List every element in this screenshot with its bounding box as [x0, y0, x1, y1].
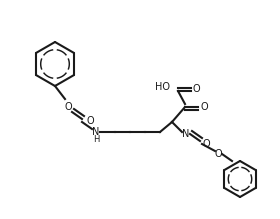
Text: N: N — [92, 127, 100, 137]
Text: H: H — [93, 134, 99, 143]
Text: O: O — [64, 102, 72, 112]
Text: N: N — [182, 129, 190, 139]
Text: O: O — [214, 149, 222, 159]
Text: O: O — [200, 102, 208, 112]
Text: O: O — [202, 139, 210, 149]
Text: O: O — [86, 116, 94, 126]
Text: HO: HO — [155, 82, 169, 92]
Text: O: O — [192, 84, 200, 94]
